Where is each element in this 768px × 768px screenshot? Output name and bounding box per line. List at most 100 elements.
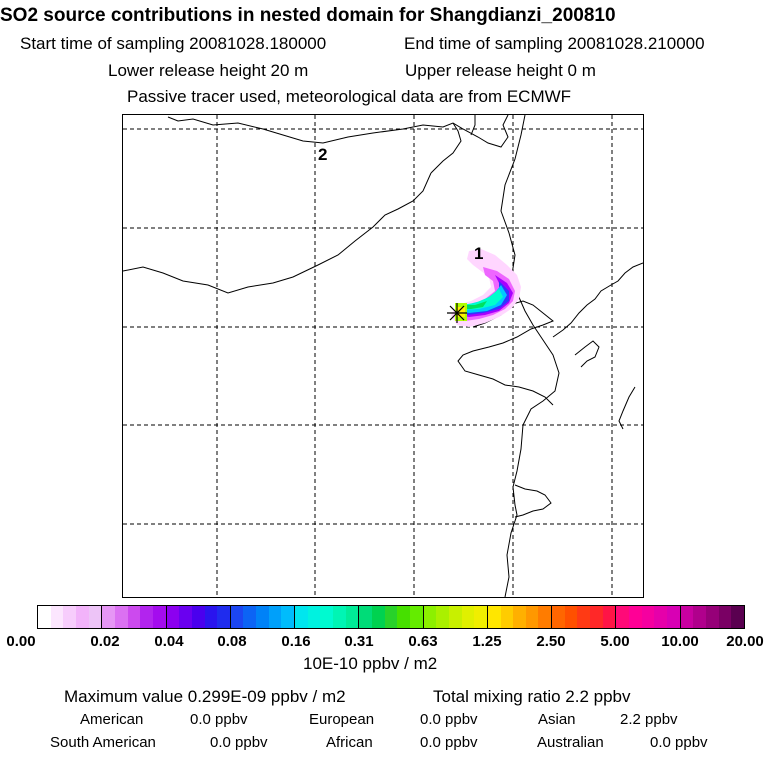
colorbar-swatch bbox=[320, 606, 334, 628]
colorbar-tick-label: 0.31 bbox=[344, 633, 374, 650]
colorbar-tick-label: 20.00 bbox=[726, 633, 764, 650]
colorbar-swatch bbox=[525, 606, 539, 628]
colorbar-swatch bbox=[114, 606, 128, 628]
colorbar-tick-label: 10.00 bbox=[661, 633, 699, 650]
colorbar-swatch bbox=[577, 606, 591, 628]
colorbar-segment bbox=[294, 606, 359, 628]
colorbar-tick-label: 0.00 bbox=[6, 633, 36, 650]
plume-green bbox=[461, 301, 487, 309]
colorbar-swatch bbox=[152, 606, 166, 628]
page-title: SO2 source contributions in nested domai… bbox=[0, 5, 616, 26]
colorbar-tick-label: 1.25 bbox=[472, 633, 502, 650]
colorbar-swatch bbox=[63, 606, 76, 628]
colorbar-tick-label: 0.16 bbox=[281, 633, 311, 650]
station-marker bbox=[447, 303, 467, 323]
lower-release-height: Lower release height 20 m bbox=[108, 61, 309, 80]
colorbar-swatch bbox=[564, 606, 578, 628]
australian-value: 0.0 ppbv bbox=[650, 734, 708, 751]
grid-lines bbox=[123, 115, 643, 597]
colorbar-tick-label: 2.50 bbox=[536, 633, 566, 650]
total-mixing-ratio: Total mixing ratio 2.2 ppbv bbox=[433, 687, 631, 706]
colorbar-unit: 10E-10 ppbv / m2 bbox=[303, 654, 438, 673]
upper-release-height: Upper release height 0 m bbox=[405, 61, 596, 80]
tracer-note: Passive tracer used, meteorological data… bbox=[127, 87, 572, 106]
coastline-borders bbox=[123, 115, 643, 597]
colorbar-swatch bbox=[680, 606, 694, 628]
colorbar-swatch bbox=[75, 606, 89, 628]
plume-aqua bbox=[461, 289, 503, 310]
colorbar-swatch bbox=[166, 606, 180, 628]
colorbar-swatch bbox=[204, 606, 218, 628]
colorbar-segment bbox=[165, 606, 230, 628]
coast-line bbox=[574, 340, 600, 368]
south-american-value: 0.0 ppbv bbox=[210, 734, 268, 751]
colorbar-swatch bbox=[538, 606, 552, 628]
colorbar-segment bbox=[101, 606, 166, 628]
colorbar-swatch bbox=[409, 606, 423, 628]
colorbar-swatch bbox=[693, 606, 706, 628]
american-value: 0.0 ppbv bbox=[190, 711, 248, 728]
border-line bbox=[470, 115, 476, 136]
coast-line bbox=[618, 386, 636, 430]
colorbar-swatch bbox=[102, 606, 115, 628]
south-american-label: South American bbox=[50, 734, 156, 751]
colorbar-swatch bbox=[474, 606, 487, 628]
colorbar-swatch bbox=[731, 606, 744, 628]
map-panel[interactable]: 1 2 bbox=[122, 114, 644, 598]
colorbar-swatch bbox=[384, 606, 398, 628]
colorbar-swatch bbox=[140, 606, 153, 628]
map-svg: 1 2 bbox=[123, 115, 643, 597]
border-line bbox=[167, 115, 509, 148]
asian-label: Asian bbox=[538, 711, 576, 728]
colorbar-swatch bbox=[500, 606, 514, 628]
colorbar-swatch bbox=[448, 606, 462, 628]
colorbar-swatch bbox=[654, 606, 668, 628]
colorbar-swatch bbox=[371, 606, 385, 628]
european-label: European bbox=[309, 711, 375, 728]
map-label-1: 1 bbox=[474, 244, 483, 263]
colorbar-segment bbox=[486, 606, 552, 628]
colorbar-swatch bbox=[423, 606, 437, 628]
max-value: Maximum value 0.299E-09 ppbv / m2 bbox=[64, 687, 346, 706]
colorbar-segment bbox=[551, 606, 616, 628]
european-value: 0.0 ppbv bbox=[420, 711, 478, 728]
asian-value: 2.2 ppbv bbox=[620, 711, 678, 728]
colorbar-swatch bbox=[436, 606, 449, 628]
colorbar-swatch bbox=[38, 606, 51, 628]
colorbar-swatch bbox=[307, 606, 321, 628]
end-time: End time of sampling 20081028.210000 bbox=[404, 34, 705, 53]
coast-line bbox=[552, 262, 643, 338]
colorbar-swatch bbox=[616, 606, 630, 628]
colorbar-swatch bbox=[359, 606, 372, 628]
plume-peak-cell bbox=[457, 307, 465, 317]
border-line bbox=[430, 122, 462, 174]
coast-line bbox=[457, 300, 554, 406]
colorbar-tick-label: 5.00 bbox=[600, 633, 630, 650]
colorbar-swatch bbox=[718, 606, 732, 628]
colorbar-swatch bbox=[295, 606, 308, 628]
colorbar-segment bbox=[38, 606, 102, 628]
colorbar-swatch bbox=[268, 606, 282, 628]
plume bbox=[451, 249, 521, 327]
colorbar-swatch bbox=[513, 606, 526, 628]
colorbar-swatch bbox=[552, 606, 565, 628]
colorbar-swatch bbox=[641, 606, 655, 628]
colorbar-swatch bbox=[127, 606, 141, 628]
colorbar-swatch bbox=[217, 606, 230, 628]
colorbar-swatch bbox=[179, 606, 192, 628]
colorbar-swatch bbox=[256, 606, 269, 628]
colorbar-segment bbox=[229, 606, 295, 628]
colorbar-swatch bbox=[230, 606, 244, 628]
colorbar-tick-label: 0.08 bbox=[217, 633, 247, 650]
colorbar-swatch bbox=[50, 606, 64, 628]
colorbar-swatch bbox=[243, 606, 257, 628]
coast-line bbox=[514, 484, 552, 518]
african-value: 0.0 ppbv bbox=[420, 734, 478, 751]
map-label-2: 2 bbox=[318, 145, 327, 164]
colorbar-swatch bbox=[487, 606, 501, 628]
australian-label: Australian bbox=[537, 734, 604, 751]
colorbar-swatch bbox=[88, 606, 102, 628]
colorbar-swatch bbox=[629, 606, 642, 628]
colorbar bbox=[37, 605, 745, 629]
colorbar-tick-label: 0.04 bbox=[154, 633, 184, 650]
